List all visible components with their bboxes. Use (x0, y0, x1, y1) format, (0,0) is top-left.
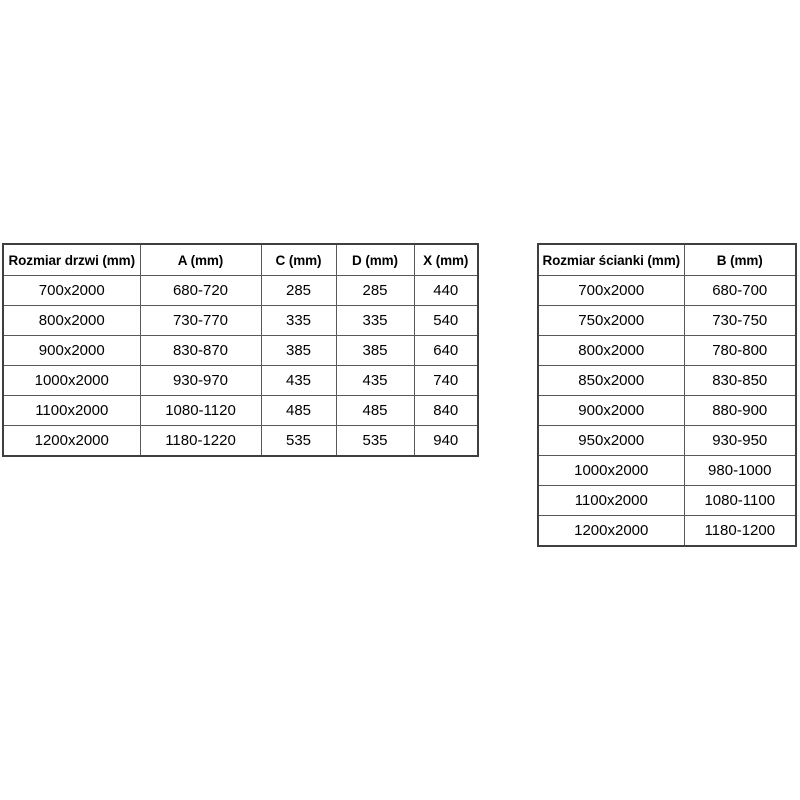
table-row: 700x2000 680-700 (537, 275, 797, 306)
table-row: 850x2000 830-850 (537, 365, 797, 396)
table-cell: 750x2000 (537, 305, 685, 336)
column-header: A (mm) (139, 243, 262, 276)
table-cell: 435 (335, 365, 415, 396)
table-cell: 335 (335, 305, 415, 336)
table-cell: 1080-1100 (683, 485, 797, 516)
table-cell: 930-970 (139, 365, 262, 396)
table-cell: 730-770 (139, 305, 262, 336)
column-header: Rozmiar ścianki (mm) (537, 243, 685, 276)
table-cell: 285 (335, 275, 415, 306)
table-cell: 385 (335, 335, 415, 366)
table-cell: 1200x2000 (537, 515, 685, 547)
table-cell: 385 (260, 335, 337, 366)
table-row: 900x2000 830-870 385 385 640 (2, 335, 479, 366)
table-cell: 1100x2000 (537, 485, 685, 516)
table-cell: 740 (413, 365, 479, 396)
table-cell: 535 (260, 425, 337, 457)
table-row: 1200x2000 1180-1200 (537, 515, 797, 547)
table-cell: 285 (260, 275, 337, 306)
table-cell: 1000x2000 (2, 365, 141, 396)
table-cell: 485 (335, 395, 415, 426)
table-row: 1200x2000 1180-1220 535 535 940 (2, 425, 479, 457)
table-cell: 730-750 (683, 305, 797, 336)
table-cell: 535 (335, 425, 415, 457)
table-cell: 880-900 (683, 395, 797, 426)
table-row: 800x2000 780-800 (537, 335, 797, 366)
table-cell: 680-700 (683, 275, 797, 306)
column-header: X (mm) (413, 243, 479, 276)
table-row: 950x2000 930-950 (537, 425, 797, 456)
table-header-row: Rozmiar ścianki (mm) B (mm) (537, 243, 797, 276)
table-row: 1100x2000 1080-1120 485 485 840 (2, 395, 479, 426)
table-cell: 1200x2000 (2, 425, 141, 457)
table-row: 750x2000 730-750 (537, 305, 797, 336)
table-cell: 1000x2000 (537, 455, 685, 486)
table-cell: 700x2000 (2, 275, 141, 306)
table-cell: 780-800 (683, 335, 797, 366)
table-cell: 940 (413, 425, 479, 457)
table-cell: 335 (260, 305, 337, 336)
table-cell: 800x2000 (537, 335, 685, 366)
table-cell: 1180-1200 (683, 515, 797, 547)
table-row: 700x2000 680-720 285 285 440 (2, 275, 479, 306)
table-cell: 680-720 (139, 275, 262, 306)
table-cell: 640 (413, 335, 479, 366)
table-row: 800x2000 730-770 335 335 540 (2, 305, 479, 336)
door-sizes-table: Rozmiar drzwi (mm) A (mm) C (mm) D (mm) X (m… (2, 243, 479, 457)
column-header: D (mm) (335, 243, 415, 276)
column-header: C (mm) (260, 243, 337, 276)
column-header: B (mm) (683, 243, 797, 276)
table-cell: 1080-1120 (139, 395, 262, 426)
table-cell: 485 (260, 395, 337, 426)
table-cell: 840 (413, 395, 479, 426)
column-header: Rozmiar drzwi (mm) (2, 243, 141, 276)
table-cell: 900x2000 (537, 395, 685, 426)
table-row: 900x2000 880-900 (537, 395, 797, 426)
table-cell: 830-870 (139, 335, 262, 366)
table-cell: 950x2000 (537, 425, 685, 456)
table-cell: 435 (260, 365, 337, 396)
table-cell: 980-1000 (683, 455, 797, 486)
table-row: 1000x2000 980-1000 (537, 455, 797, 486)
table-cell: 540 (413, 305, 479, 336)
table-cell: 700x2000 (537, 275, 685, 306)
table-cell: 440 (413, 275, 479, 306)
table-cell: 850x2000 (537, 365, 685, 396)
table-cell: 900x2000 (2, 335, 141, 366)
table-cell: 1100x2000 (2, 395, 141, 426)
wall-sizes-table: Rozmiar ścianki (mm) B (mm) 700x2000 680-7… (537, 243, 797, 547)
table-row: 1100x2000 1080-1100 (537, 485, 797, 516)
table-header-row: Rozmiar drzwi (mm) A (mm) C (mm) D (mm) X (m… (2, 243, 479, 276)
table-cell: 1180-1220 (139, 425, 262, 457)
table-cell: 800x2000 (2, 305, 141, 336)
table-cell: 830-850 (683, 365, 797, 396)
table-row: 1000x2000 930-970 435 435 740 (2, 365, 479, 396)
table-cell: 930-950 (683, 425, 797, 456)
